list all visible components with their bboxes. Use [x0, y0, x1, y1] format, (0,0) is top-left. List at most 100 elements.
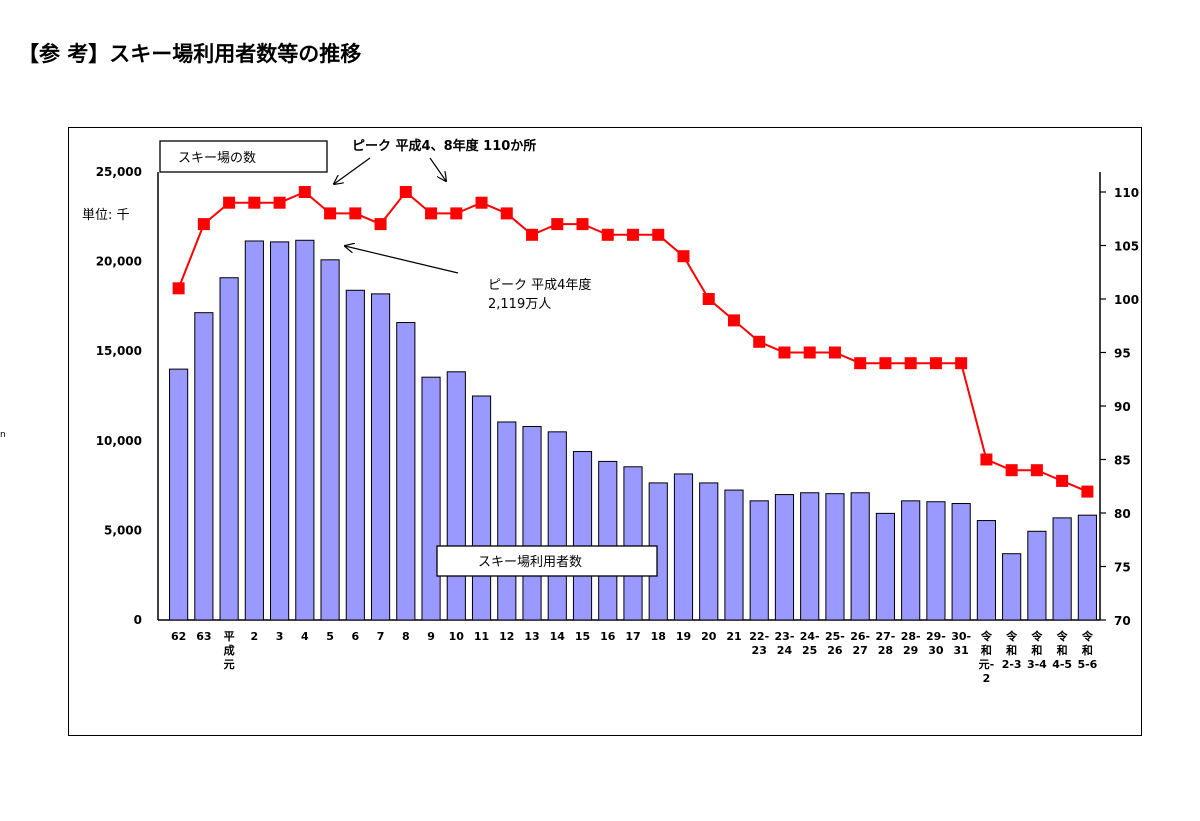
x-tick-label: 22-23: [749, 630, 769, 657]
x-tick-label: 20: [701, 630, 717, 643]
x-tick-label: 16: [600, 630, 616, 643]
x-tick-label: 62: [171, 630, 186, 643]
bar: [320, 259, 340, 621]
left-tick-label: 15,000: [96, 344, 142, 358]
line-point: [551, 218, 564, 231]
line-point: [627, 228, 639, 241]
line-point: [980, 453, 993, 466]
left-tick-label: 20,000: [96, 255, 142, 269]
line-point: [1081, 485, 1094, 498]
left-axis-ticks: 0 5,000 10,000 15,000 20,000 25,000: [96, 165, 142, 627]
x-tick-label: 3: [276, 630, 284, 643]
line-point: [324, 207, 337, 220]
line-point: [778, 346, 791, 359]
x-tick-label: 27-28: [875, 630, 895, 657]
x-tick-label: 11: [474, 630, 489, 643]
line-point: [727, 314, 740, 327]
bar: [926, 501, 946, 621]
bar: [1002, 553, 1022, 621]
bar: [497, 421, 517, 621]
line-point: [803, 346, 816, 359]
bar: [547, 431, 567, 621]
right-tick-label: 105: [1114, 240, 1139, 254]
bar: [749, 500, 769, 621]
line-point: [955, 357, 968, 370]
right-tick-label: 95: [1114, 347, 1131, 361]
bar: [169, 368, 189, 621]
bar: [875, 512, 896, 621]
line-point: [425, 207, 438, 220]
line-point: [1030, 464, 1043, 477]
line-point: [879, 357, 892, 370]
line-point: [929, 357, 942, 370]
x-tick-label: 令和 5-6: [1077, 629, 1097, 671]
users-legend-box: [436, 545, 658, 577]
x-tick-label: 24-25: [800, 630, 820, 657]
x-tick-label: 7: [377, 630, 385, 643]
x-tick-label: 令和 2-3: [1002, 629, 1022, 671]
unit-label: 単位: 千: [82, 207, 130, 223]
right-tick-label: 80: [1114, 507, 1131, 521]
bar: [396, 322, 416, 621]
line-point: [828, 346, 841, 359]
line-point: [677, 250, 690, 263]
line-point: [652, 228, 665, 241]
bar: [724, 489, 744, 621]
right-tick-label: 75: [1114, 561, 1131, 575]
bar: [1027, 530, 1047, 621]
x-tick-label: 21: [726, 630, 741, 643]
line-point: [500, 207, 513, 220]
count-peak-arrow-right: [429, 157, 446, 181]
right-tick-label: 110: [1114, 186, 1139, 200]
line-point: [576, 218, 589, 231]
x-tick-label: 63: [196, 630, 211, 643]
right-tick-label: 100: [1114, 293, 1139, 307]
line-point: [197, 218, 210, 231]
line-point: [854, 357, 867, 370]
line-point: [223, 196, 236, 209]
bar: [194, 312, 214, 621]
bar: [270, 241, 290, 621]
line-point: [1005, 464, 1018, 477]
bar: [370, 293, 391, 621]
x-tick-label: 12: [499, 630, 514, 643]
bar: [345, 289, 365, 621]
users-peak-arrow: [345, 246, 459, 274]
count-peak-arrow-left: [334, 157, 371, 184]
x-tick-label: 25-26: [825, 630, 845, 657]
line-point: [601, 228, 614, 241]
x-tick-label: 5: [326, 630, 334, 643]
users-legend-label: スキー場利用者数: [478, 555, 582, 570]
bar: [623, 466, 643, 621]
line-point: [904, 357, 917, 370]
line-point: [399, 186, 412, 198]
line-point: [248, 196, 261, 209]
bar: [471, 395, 492, 621]
line-point: [450, 207, 463, 220]
chart-frame: [68, 127, 1142, 736]
right-axis-ticks: 70 75 80 85 90 95 100 105 110: [1100, 186, 1139, 628]
left-tick-label: 25,000: [96, 165, 142, 179]
right-tick-label: 90: [1114, 400, 1131, 414]
bar: [976, 520, 996, 621]
left-tick-label: 0: [134, 613, 142, 627]
bar: [446, 371, 466, 621]
x-tick-label: 15: [575, 630, 590, 643]
x-tick-label: 9: [427, 630, 435, 643]
bar: [825, 493, 845, 621]
users-peak-annotation-line1: ピーク 平成4年度: [488, 277, 591, 293]
left-tick-label: 10,000: [96, 434, 142, 448]
bar: [1077, 514, 1097, 621]
bar: [800, 492, 820, 621]
bar: [850, 492, 870, 621]
x-tick-label: 10: [449, 630, 465, 643]
line-point: [374, 218, 387, 231]
bar: [421, 376, 441, 621]
bar: [244, 240, 264, 621]
x-tick-label: 17: [625, 630, 640, 643]
bar: [572, 451, 593, 621]
bar: [219, 277, 239, 621]
line-series: [172, 186, 1094, 498]
x-tick-label: 平成元: [224, 630, 235, 671]
